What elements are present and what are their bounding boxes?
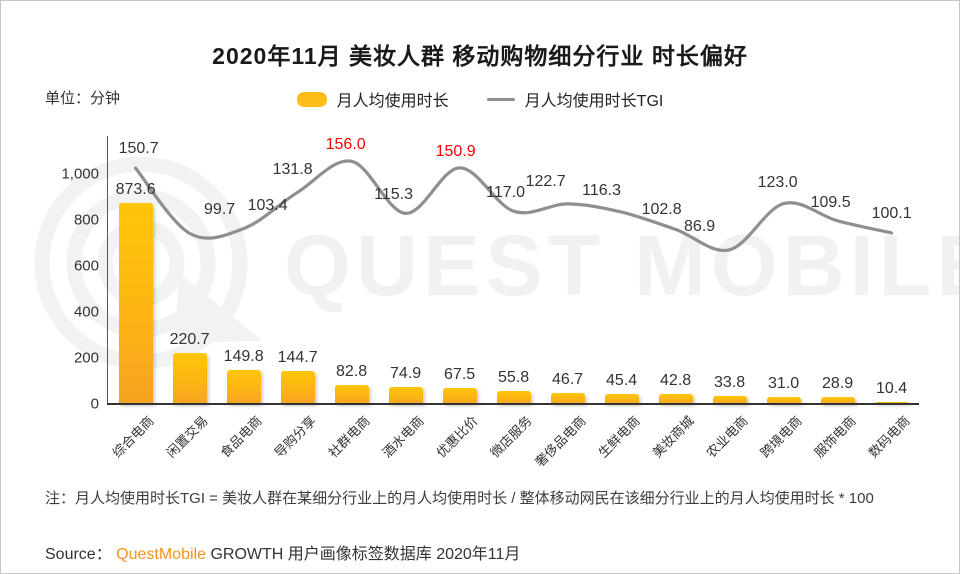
bar-value-label: 220.7: [169, 331, 210, 349]
bar: [280, 370, 315, 404]
legend: 月人均使用时长 月人均使用时长TGI: [1, 87, 959, 111]
tgi-value-label: 109.5: [810, 193, 851, 211]
bar-value-label: 67.5: [444, 366, 476, 384]
y-axis-tick-label: 1,000: [61, 165, 99, 183]
bar-value-label: 55.8: [498, 369, 530, 387]
bar-series-legend-label: 月人均使用时长: [336, 93, 449, 110]
bar: [658, 394, 693, 404]
y-axis-tick-label: 400: [73, 303, 99, 321]
bar-value-label: 31.0: [768, 374, 800, 392]
y-axis-tick-label: 800: [73, 211, 99, 229]
bar: [388, 386, 423, 404]
bar-value-label: 45.4: [606, 371, 638, 389]
tgi-value-label: 122.7: [525, 172, 566, 190]
tgi-value-label: 115.3: [374, 186, 414, 204]
bar-value-label: 28.9: [822, 375, 854, 393]
bar-value-label: 873.6: [115, 181, 156, 199]
source-line: Source： QuestMobile GROWTH 用户画像标签数据库 202…: [45, 540, 520, 564]
y-axis-tick-label: 0: [90, 395, 99, 413]
source-prefix: Source：: [45, 546, 112, 563]
line-series-swatch-icon: [486, 97, 515, 101]
source-suffix: GROWTH 用户画像标签数据库 2020年11月: [210, 546, 521, 563]
tgi-value-label: 131.8: [272, 161, 313, 179]
bar: [496, 391, 531, 404]
bar: [226, 369, 261, 404]
bar-value-label: 149.8: [223, 347, 264, 365]
y-axis-line: [107, 136, 108, 405]
unit-label: 单位：分钟: [45, 90, 121, 107]
bar-value-label: 144.7: [277, 348, 318, 366]
bar: [820, 397, 855, 404]
tgi-value-label: 117.0: [486, 184, 526, 202]
footnote: 注：月人均使用时长TGI = 美妆人群在某细分行业上的月人均使用时长 / 整体移…: [45, 490, 874, 507]
tgi-value-label: 150.9: [435, 142, 476, 160]
y-axis-tick-label: 600: [73, 257, 99, 275]
bar: [604, 393, 639, 404]
bar-value-label: 46.7: [552, 371, 584, 389]
chart-title: 2020年11月 美妆人群 移动购物细分行业 时长偏好: [212, 43, 748, 69]
bar-series-swatch-icon: [296, 91, 327, 107]
bar: [172, 353, 207, 404]
tgi-value-label: 86.9: [684, 217, 716, 235]
y-axis-tick-label: 200: [73, 349, 99, 367]
tgi-value-label: 103.4: [247, 196, 288, 214]
bar: [442, 388, 477, 404]
x-axis-line: [107, 403, 919, 405]
tgi-value-label: 150.7: [118, 140, 159, 158]
tgi-value-label: 100.1: [871, 204, 912, 222]
tgi-value-label: 102.8: [641, 201, 682, 219]
bar-value-label: 74.9: [390, 364, 422, 382]
bar: [334, 384, 369, 404]
bar-value-label: 10.4: [876, 379, 908, 397]
bar: [118, 203, 153, 404]
watermark-text: QUEST MOBILE: [284, 218, 960, 314]
line-series-legend-label: 月人均使用时长TGI: [524, 93, 664, 110]
tgi-value-label: 116.3: [582, 182, 622, 200]
bar: [712, 396, 747, 404]
bar-value-label: 82.8: [336, 362, 368, 380]
source-brand: QuestMobile: [116, 546, 206, 563]
bar: [766, 396, 801, 404]
tgi-value-label: 123.0: [757, 173, 798, 191]
bar-value-label: 42.8: [660, 372, 692, 390]
bar-value-label: 33.8: [714, 374, 746, 392]
bar: [874, 401, 909, 404]
tgi-value-label: 99.7: [204, 201, 236, 219]
bar: [550, 393, 585, 404]
tgi-value-label: 156.0: [325, 136, 366, 154]
